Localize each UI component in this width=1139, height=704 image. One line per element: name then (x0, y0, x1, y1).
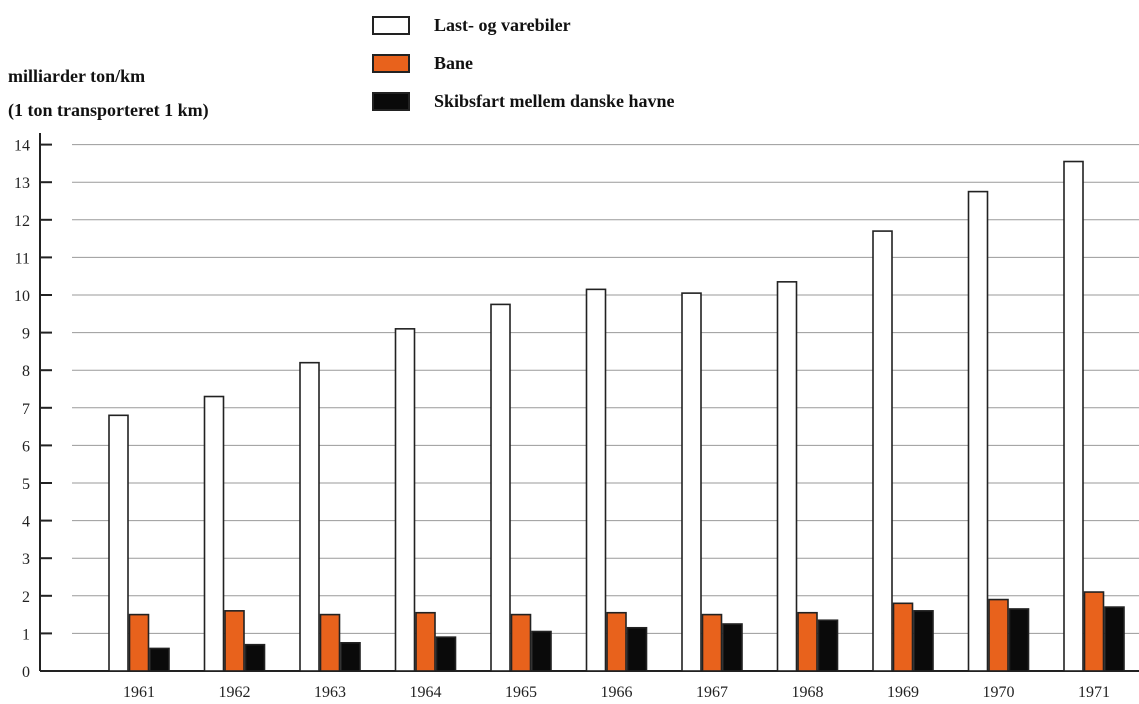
y-axis-sublabel: (1 ton transporteret 1 km) (8, 100, 209, 120)
x-tick-label: 1961 (123, 684, 155, 701)
y-tick-label: 14 (14, 138, 30, 155)
y-tick-label: 8 (22, 363, 30, 380)
bar-rail (701, 613, 723, 672)
bar-rail (797, 611, 818, 672)
y-tick-label: 11 (15, 250, 30, 267)
bar-shipping (626, 626, 648, 672)
bar-shipping (149, 647, 170, 672)
bar-shipping (531, 630, 552, 672)
legend: Last- og varebiler Bane Skibsfart mellem… (372, 6, 675, 120)
bar-rail (892, 602, 914, 672)
bar-trucks (872, 230, 893, 672)
x-tick-label: 1971 (1078, 684, 1110, 701)
x-tick-label: 1965 (505, 684, 537, 701)
bar-trucks (299, 361, 320, 672)
x-tick-label: 1962 (219, 684, 251, 701)
legend-swatch-trucks (372, 15, 410, 35)
bar-rail (224, 610, 245, 672)
y-tick-label: 0 (22, 664, 30, 681)
y-tick-label: 10 (14, 288, 30, 305)
y-tick-label: 4 (22, 514, 30, 531)
bar-shipping (913, 610, 934, 672)
y-tick-label: 2 (22, 589, 30, 606)
y-axis-label: milliarder ton/km (8, 66, 146, 86)
y-tick-label: 12 (14, 213, 30, 230)
bar-rail (319, 613, 341, 672)
legend-swatch-rail (372, 53, 410, 73)
x-tick-label: 1968 (792, 684, 824, 701)
legend-label-rail: Bane (434, 52, 474, 73)
bar-shipping (435, 636, 457, 672)
bar-shipping (722, 623, 743, 672)
bar-trucks (394, 328, 416, 672)
bar-shipping (1008, 608, 1030, 672)
y-tick-label: 3 (22, 551, 30, 568)
x-tick-label: 1963 (314, 684, 346, 701)
bar-trucks (585, 288, 607, 672)
bar-rail (1083, 591, 1105, 672)
y-tick-label: 1 (22, 626, 30, 643)
y-tick-label: 5 (22, 476, 30, 493)
bar-rail (510, 613, 532, 672)
legend-swatch-shipping (372, 91, 410, 111)
y-tick-label: 6 (22, 438, 30, 455)
y-tick-label: 9 (22, 326, 30, 343)
legend-label-shipping: Skibsfart mellem danske havne (434, 90, 675, 111)
bar-trucks (1063, 160, 1084, 672)
x-tick-label: 1969 (887, 684, 919, 701)
bar-trucks (203, 395, 225, 672)
bar-trucks (681, 292, 702, 672)
y-tick-label: 7 (22, 401, 30, 418)
bar-trucks (108, 414, 129, 672)
x-tick-label: 1967 (696, 684, 728, 701)
bar-rail (415, 611, 436, 672)
bar-rail (128, 613, 150, 672)
bar-trucks (490, 303, 511, 672)
legend-item-rail: Bane (372, 44, 675, 82)
bar-shipping (244, 643, 266, 672)
legend-label-trucks: Last- og varebiler (434, 14, 571, 35)
x-tick-label: 1966 (601, 684, 633, 701)
legend-item-trucks: Last- og varebiler (372, 6, 675, 44)
x-tick-label: 1964 (410, 684, 442, 701)
bar-shipping (1104, 606, 1125, 672)
bar-trucks (776, 281, 798, 672)
bar-rail (988, 598, 1009, 672)
x-tick-label: 1970 (983, 684, 1015, 701)
y-tick-label: 13 (14, 175, 30, 192)
legend-item-shipping: Skibsfart mellem danske havne (372, 82, 675, 120)
bar-shipping (817, 619, 839, 672)
bar-rail (606, 611, 627, 672)
bar-trucks (967, 190, 989, 672)
bar-shipping (340, 641, 361, 672)
